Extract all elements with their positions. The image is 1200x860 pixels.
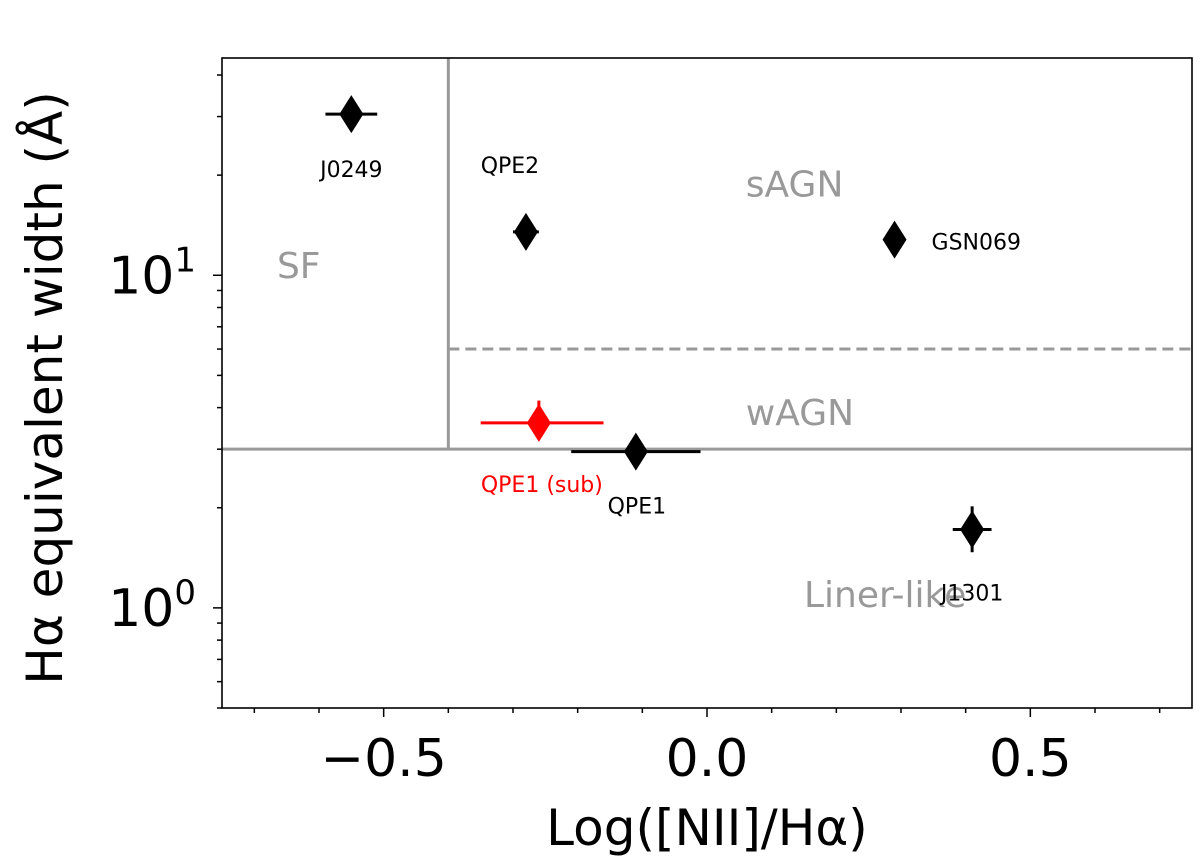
point-label: QPE1 [608,495,666,520]
diamond-marker [339,95,364,134]
y-tick-exponent: 0 [174,573,196,613]
y-tick-base: 10 [108,246,174,306]
diamond-marker [960,510,985,549]
data-point: QPE2 [481,154,539,251]
data-point: J0249 [318,95,383,183]
data-point: GSN069 [882,220,1021,259]
diamond-marker [623,432,648,471]
region-labels: SF sAGN wAGN Liner-like [277,164,966,615]
data-points: J0249 QPE2 GSN069 QPE1 (sub)QPE1 J1301 [318,95,1021,607]
x-tick-label: −0.5 [321,729,447,789]
y-tick-exponent: 1 [174,240,196,280]
point-label: GSN069 [932,231,1021,256]
x-axis-title: Log([NII]/Hα) [546,799,868,857]
diamond-marker [513,212,538,251]
point-label: QPE1 (sub) [481,473,603,498]
data-point: J1301 [939,506,1003,607]
data-point: QPE1 (sub) [480,400,604,498]
x-axis-ticks: −0.5 0.0 0.5 [253,708,1161,789]
region-label: wAGN [746,393,854,434]
y-axis-title: Hα equivalent width (Å) [16,91,74,685]
diamond-marker [882,220,907,259]
x-tick-label: 0.0 [666,729,749,789]
diamond-marker [526,403,551,442]
plot-frame [221,57,1193,709]
region-boundaries [222,58,1192,451]
x-tick-label: 0.5 [989,729,1072,789]
region-label: sAGN [746,164,844,205]
region-label: SF [277,246,321,287]
point-label: J0249 [318,158,382,183]
y-tick-label: 100 [108,573,196,639]
y-tick-label: 101 [108,240,196,306]
point-label: J1301 [939,582,1003,607]
data-point: QPE1 [571,432,701,520]
point-label: QPE2 [481,154,539,179]
y-tick-base: 10 [108,579,174,639]
region-label: Liner-like [804,575,966,616]
